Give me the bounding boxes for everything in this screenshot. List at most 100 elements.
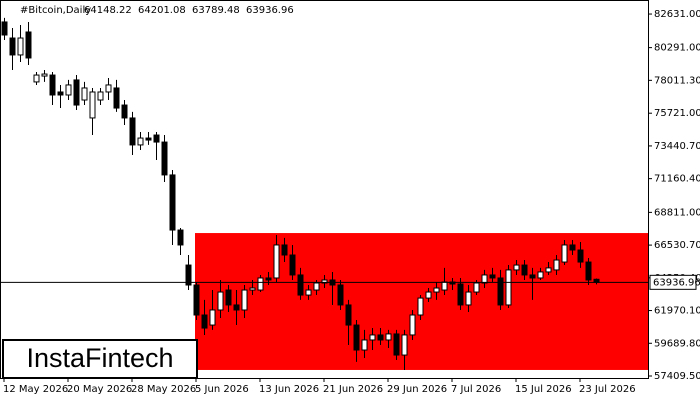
candle-body	[161, 141, 168, 176]
price-label-box	[649, 274, 697, 290]
candle-body	[169, 174, 176, 231]
candle-body	[321, 279, 328, 284]
candle-body	[385, 333, 392, 341]
candle-body	[193, 284, 200, 316]
candle-body	[233, 304, 240, 311]
candle-body	[377, 334, 384, 341]
candle-body	[361, 339, 368, 351]
candle-body	[1, 21, 8, 36]
header-high: 64201.08	[138, 5, 186, 16]
x-tick-label: 7 Jul 2026	[451, 384, 501, 395]
y-tick-label: 57409.50	[654, 371, 700, 382]
y-tick-label: 80291.00	[654, 43, 700, 54]
candle-body	[537, 271, 544, 279]
x-tick-label: 28 May 2026	[131, 384, 196, 395]
candle-body	[241, 289, 248, 311]
candle-body	[401, 334, 408, 356]
candle-body	[585, 261, 592, 281]
logo: InstaFintech	[26, 343, 173, 373]
candle-body	[33, 74, 40, 83]
candle-body	[25, 31, 32, 59]
candle-body	[225, 289, 232, 306]
y-tick-label: 66530.70	[654, 240, 700, 251]
candle-body	[121, 104, 128, 119]
candle-body	[81, 87, 88, 101]
candle-body	[265, 277, 272, 281]
y-tick-label: 61970.10	[654, 306, 700, 317]
candle-body	[473, 282, 480, 293]
candle-body	[105, 84, 112, 93]
candle-body	[41, 73, 48, 77]
x-tick-label: 20 May 2026	[67, 384, 132, 395]
candle-body	[465, 291, 472, 306]
candle-body	[561, 244, 568, 263]
candle-body	[409, 314, 416, 336]
candle-body	[201, 314, 208, 329]
x-tick-label: 5 Jun 2026	[195, 384, 249, 395]
candle-body	[313, 282, 320, 291]
candle-body	[9, 37, 16, 56]
candle-body	[217, 291, 224, 311]
candle-body	[337, 284, 344, 306]
y-tick-label: 78011.30	[654, 75, 700, 86]
candle-body	[137, 137, 144, 146]
candle-body	[185, 264, 192, 286]
x-tick-label: 15 Jul 2026	[515, 384, 572, 395]
y-tick-label: 59689.80	[654, 338, 700, 349]
x-tick-label: 29 Jun 2026	[387, 384, 447, 395]
candle-body	[521, 264, 528, 276]
candle-body	[89, 91, 96, 119]
y-tick-label: 68811.00	[654, 207, 700, 218]
price-label: 63936.96	[653, 277, 700, 288]
y-tick-label: 75721.00	[654, 108, 700, 119]
candle-body	[73, 79, 80, 106]
candle-body	[353, 324, 360, 351]
candle-body	[297, 274, 304, 296]
candle-body	[249, 287, 256, 291]
candle-body	[497, 277, 504, 306]
candle-body	[577, 249, 584, 263]
x-tick-label: 12 May 2026	[3, 384, 68, 395]
candle-body	[177, 229, 184, 246]
candle-body	[441, 281, 448, 291]
candle-body	[393, 333, 400, 356]
candle-body	[369, 334, 376, 341]
x-tick-label: 13 Jun 2026	[259, 384, 319, 395]
candle-body	[345, 304, 352, 326]
candle-body	[145, 137, 152, 141]
x-tick-label: 23 Jul 2026	[579, 384, 636, 395]
candle-body	[489, 274, 496, 279]
candle-body	[457, 283, 464, 306]
candle-body	[273, 244, 280, 279]
y-tick-label: 73440.70	[654, 141, 700, 152]
candle-body	[305, 289, 312, 296]
header-close: 63936.96	[246, 5, 294, 16]
candle-body	[57, 91, 64, 96]
candle-body	[153, 134, 160, 143]
candle-body	[569, 244, 576, 251]
candle-body	[417, 297, 424, 316]
header-open: 64148.22	[84, 5, 132, 16]
candle-body	[545, 267, 552, 273]
candle-body	[65, 84, 72, 96]
candle-body	[505, 269, 512, 306]
y-tick-label: 82631.00	[654, 9, 700, 20]
x-tick-label: 21 Jun 2026	[323, 384, 383, 395]
candle-body	[425, 291, 432, 299]
candle-body	[529, 274, 536, 279]
candle-body	[281, 244, 288, 256]
candle-body	[113, 87, 120, 109]
candle-body	[257, 277, 264, 291]
logo-box	[2, 339, 198, 379]
candle-body	[513, 264, 520, 271]
candle-body	[481, 274, 488, 284]
y-tick-label: 71160.40	[654, 174, 700, 185]
chart-title: #Bitcoin,Daily	[20, 5, 91, 16]
candle-body	[97, 91, 104, 101]
candle-body	[553, 259, 560, 271]
candle-body	[289, 254, 296, 276]
plot-layer	[0, 17, 648, 370]
header-low: 63789.48	[192, 5, 240, 16]
candle-body	[129, 117, 136, 146]
